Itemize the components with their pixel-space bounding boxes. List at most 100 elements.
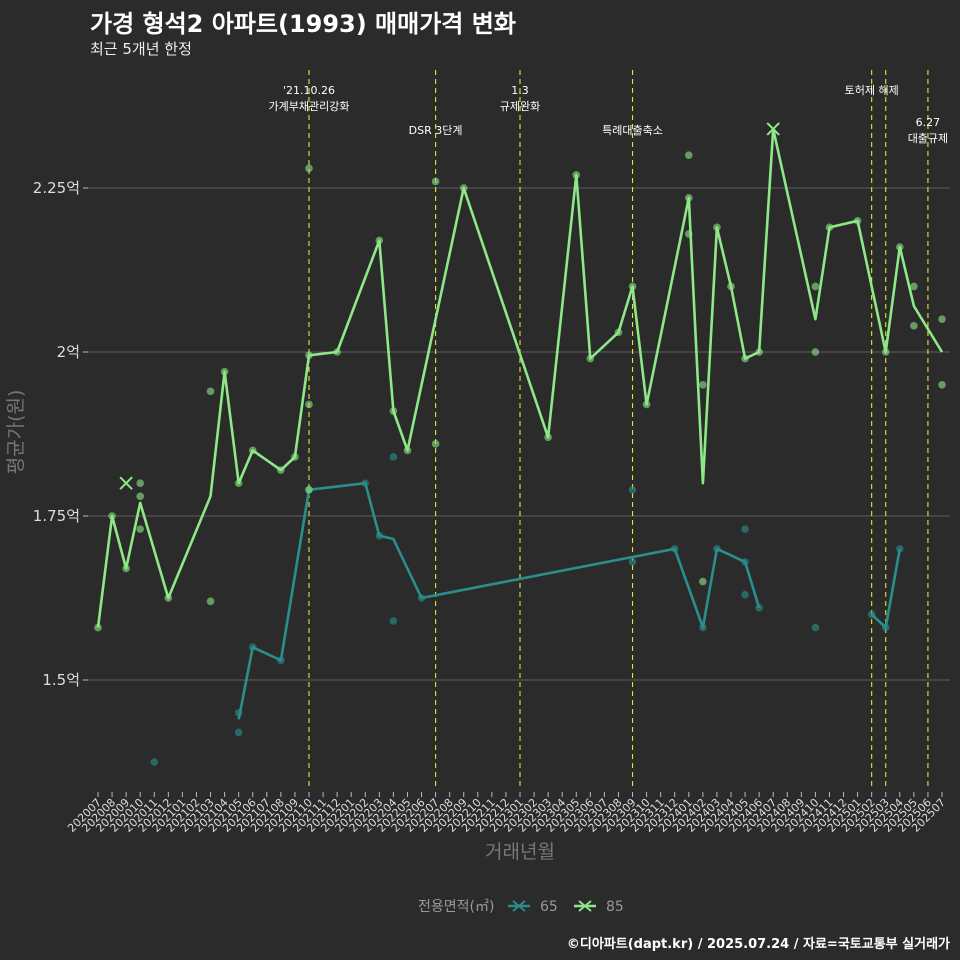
event-label-202110-0: '21.10.26 — [283, 84, 335, 97]
point-85-14 — [305, 164, 313, 173]
point-65-2 — [150, 758, 159, 766]
point-85-17 — [305, 485, 313, 494]
y-tick-label-1: 1.75억 — [33, 507, 80, 525]
point-85-27 — [586, 354, 595, 363]
point-85-34 — [699, 381, 707, 389]
legend-swatch-mark-85 — [578, 900, 592, 912]
point-85-33 — [685, 230, 693, 238]
point-85-37 — [727, 282, 735, 291]
point-85-11 — [248, 446, 257, 455]
y-axis-ticks: 1.5억 1.75억 2억 2.25억 — [33, 179, 88, 689]
y-tick-label-0: 1.5억 — [42, 671, 80, 689]
point-65-20 — [811, 623, 820, 632]
point-85-38 — [741, 354, 749, 363]
legend-label-85: 85 — [606, 899, 624, 915]
point-85-30 — [642, 400, 651, 409]
chart-subtitle: 최근 5개년 한정 — [90, 40, 192, 58]
y-tick-label-2: 2억 — [57, 343, 80, 361]
point-85-41 — [811, 348, 820, 356]
point-65-6 — [361, 479, 370, 488]
point-85-42 — [825, 223, 834, 232]
legend-title: 전용면적(㎡) — [418, 899, 494, 915]
point-85-18 — [333, 348, 341, 356]
max-marker-85 — [766, 122, 780, 136]
point-65-18 — [741, 590, 749, 599]
event-label-202502-0: 토허제 해제 — [845, 83, 899, 97]
point-85-39 — [755, 348, 763, 356]
point-65-17 — [741, 558, 749, 566]
point-85-10 — [234, 479, 243, 488]
point-65-19 — [755, 604, 763, 612]
grid-lines — [88, 187, 950, 681]
point-65-4 — [277, 656, 285, 665]
x-axis-ticks: 2020072020082020092020102020112020122021… — [65, 792, 948, 835]
chart-title: 가경 형석2 아파트(1993) 매매가격 변화 — [90, 10, 516, 38]
point-85-21 — [403, 446, 412, 455]
point-85-16 — [305, 400, 313, 409]
point-85-45 — [896, 243, 904, 251]
event-label-202309-0: 특례대출축소 — [602, 124, 663, 137]
point-85-12 — [277, 466, 285, 474]
point-85-25 — [544, 433, 552, 442]
legend-swatch-mark-65 — [512, 900, 526, 912]
point-85-46 — [910, 282, 918, 291]
legend-label-65: 65 — [540, 899, 558, 915]
point-65-16 — [741, 525, 749, 533]
event-label-202207-0: DSR 3단계 — [409, 124, 463, 137]
data-points — [94, 122, 946, 766]
point-85-28 — [614, 328, 623, 337]
source-caption: ©디아파트(dapt.kr) / 2025.07.24 / 자료=국토교통부 실… — [566, 937, 950, 952]
x-axis-label: 거래년월 — [485, 841, 555, 863]
y-tick-label-3: 2.25억 — [33, 179, 80, 197]
point-65-21 — [867, 610, 876, 619]
point-85-5 — [136, 525, 144, 533]
point-85-26 — [572, 171, 581, 179]
marker-85-x — [119, 476, 133, 490]
point-65-15 — [713, 545, 721, 553]
point-85-29 — [628, 282, 637, 291]
point-85-2 — [122, 564, 130, 573]
point-85-23 — [431, 440, 440, 448]
point-65-1 — [234, 728, 243, 737]
point-85-24 — [459, 184, 468, 192]
event-label-202301-1: 규제완화 — [500, 100, 540, 113]
point-85-31 — [685, 151, 693, 159]
point-65-10 — [417, 594, 426, 602]
point-85-47 — [910, 321, 918, 330]
point-85-6 — [164, 594, 173, 602]
point-65-0 — [234, 709, 243, 717]
point-85-43 — [853, 217, 862, 225]
point-85-7 — [206, 387, 215, 396]
event-label-202506-1: 대출규제 — [908, 132, 948, 145]
point-65-9 — [389, 617, 398, 625]
point-85-40 — [811, 282, 820, 291]
y-axis-label: 평균가(원) — [5, 390, 27, 475]
point-85-44 — [881, 348, 890, 356]
point-65-22 — [881, 623, 890, 632]
point-65-12 — [628, 558, 637, 566]
point-85-3 — [136, 479, 144, 488]
event-label-202506-0: 6.27 — [916, 116, 941, 129]
point-65-3 — [248, 643, 257, 651]
point-65-7 — [375, 531, 384, 540]
point-85-4 — [136, 492, 144, 501]
event-label-202110-1: 가계부채관리강화 — [269, 100, 350, 113]
point-85-1 — [108, 512, 116, 520]
point-85-32 — [685, 194, 693, 202]
point-85-48 — [938, 315, 946, 324]
point-85-19 — [375, 236, 384, 245]
point-85-22 — [431, 177, 440, 186]
legend: 전용면적(㎡) 65 85 — [418, 899, 624, 915]
point-85-20 — [389, 407, 398, 415]
point-85-9 — [220, 367, 229, 376]
point-85-35 — [699, 577, 707, 586]
point-65-8 — [389, 453, 398, 461]
point-85-13 — [291, 453, 299, 461]
point-65-23 — [896, 545, 904, 553]
point-65-11 — [628, 485, 637, 494]
point-85-0 — [94, 623, 102, 632]
point-85-49 — [938, 381, 946, 389]
point-65-14 — [699, 623, 707, 632]
